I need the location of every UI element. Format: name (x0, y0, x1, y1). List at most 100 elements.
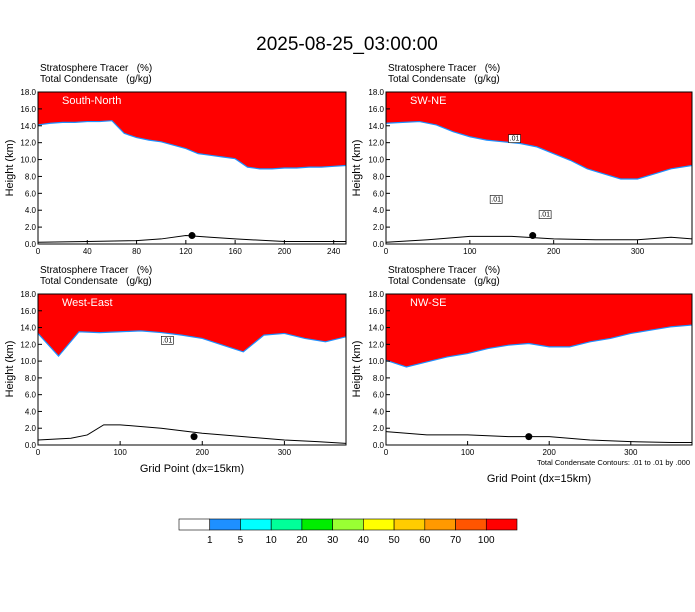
plot-frame (385, 293, 693, 446)
xtick-label: 200 (196, 448, 210, 457)
contour-label-box (489, 195, 503, 204)
ytick-label: 6.0 (373, 391, 385, 400)
xtick-label: 200 (543, 448, 557, 457)
colorbar-label: 5 (238, 535, 244, 546)
panel-we: West-East 0.0 2.0 4.0 6.0 8.0 10.0 12.0 14.0 16.0… (20, 290, 347, 457)
figure-title: 2025-08-25_03:00:00 (256, 34, 438, 55)
plot-area-nwse (386, 294, 692, 445)
xtick-label: 0 (384, 448, 389, 457)
ytick-label: 8.0 (373, 172, 385, 181)
xtick-label: 100 (461, 448, 475, 457)
ytick-label: 4.0 (373, 206, 385, 215)
xtick-label: 120 (179, 247, 193, 256)
location-marker (188, 232, 196, 240)
panel-header-sn: Stratosphere Tracer (%) Total Condensate… (40, 63, 152, 85)
colorbar-label: 50 (389, 535, 401, 546)
ytick-label: 0.0 (25, 441, 37, 450)
ytick-label: 12.0 (20, 139, 36, 148)
ytick-label: 2.0 (25, 223, 37, 232)
colorbar-swatch (301, 518, 333, 531)
contour-label-box (161, 336, 174, 345)
tracer-base-line (38, 120, 346, 170)
ytick-label: 12.0 (20, 340, 36, 349)
xtick-label: 0 (384, 247, 389, 256)
ytick-label: 6.0 (25, 391, 37, 400)
panel-label: NW-SE (410, 297, 446, 309)
ytick-label: 18.0 (368, 88, 384, 97)
xtick-label: 0 (36, 448, 41, 457)
ytick-label: 12.0 (368, 139, 384, 148)
ytick-label: 16.0 (20, 105, 36, 114)
colorbar-swatch (209, 518, 241, 531)
colorbar-swatch (393, 518, 426, 531)
ylabel-sn: Height (km) (4, 140, 16, 197)
colorbar-swatch (485, 518, 518, 531)
terrain-line (38, 235, 346, 243)
ytick-label: 8.0 (25, 374, 37, 383)
colorbar-label: 100 (478, 535, 495, 546)
colorbar-swatch (240, 518, 272, 531)
ytick-label: 16.0 (20, 307, 36, 316)
colorbar-swatch (332, 518, 364, 531)
ytick-label: 0.0 (373, 441, 385, 450)
ytick-label: 14.0 (20, 122, 36, 131)
ytick-label: 8.0 (373, 374, 385, 383)
xtick-label: 300 (631, 247, 645, 256)
ytick-label: 0.0 (373, 240, 385, 249)
colorbar-label: 30 (327, 535, 339, 546)
ytick-label: 2.0 (373, 223, 385, 232)
xtick-label: 40 (83, 247, 92, 256)
tracer-band-10 (386, 294, 692, 367)
colorbar-label: 1 (207, 535, 213, 546)
colorbar-swatch (178, 518, 211, 531)
xtick-label: 200 (547, 247, 561, 256)
plot-area-sn (38, 92, 346, 244)
panel-label: South-North (62, 95, 121, 107)
panel-nwse-series1: Stratosphere Tracer (%) (388, 265, 500, 276)
terrain-line (386, 431, 692, 443)
tracer-band-10 (38, 294, 346, 357)
plot-area-we (38, 294, 346, 445)
panel-sn-series1: Stratosphere Tracer (%) (40, 63, 152, 74)
contour-label: .01 (540, 212, 550, 219)
ytick-label: 8.0 (25, 172, 37, 181)
colorbar-swatch (363, 518, 395, 531)
panel-header-we: Stratosphere Tracer (%) Total Condensate… (40, 265, 152, 287)
xtick-label: 240 (327, 247, 341, 256)
contour-label-box (538, 210, 552, 219)
panel-nwse: NW-SE 0.0 2.0 4.0 6.0 8.0 10.0 12.0 14.0 16.0 18.0… (368, 290, 693, 457)
panel-label: West-East (62, 297, 113, 309)
ytick-label: 14.0 (368, 122, 384, 131)
panel-header-nwse: Stratosphere Tracer (%) Total Condensate… (388, 265, 500, 287)
panel-header-swne: Stratosphere Tracer (%) Total Condensate… (388, 63, 500, 85)
plot-frame (37, 293, 347, 446)
panel-we-series2: Total Condensate (g/kg) (40, 276, 152, 287)
ytick-label: 10.0 (20, 357, 36, 366)
ytick-label: 4.0 (25, 206, 37, 215)
plot-frame (385, 91, 693, 245)
ytick-label: 6.0 (25, 189, 37, 198)
colorbar-swatch (455, 518, 487, 531)
ytick-label: 10.0 (20, 156, 36, 165)
tracer-base-line (386, 324, 692, 368)
ylabel-swne: Height (km) (351, 140, 363, 197)
ytick-label: 18.0 (20, 88, 36, 97)
xtick-label: 160 (228, 247, 242, 256)
xtick-label: 0 (36, 247, 41, 256)
ytick-label: 6.0 (373, 189, 385, 198)
ytick-label: 14.0 (20, 324, 36, 333)
contour-label-box (508, 134, 521, 143)
panel-swne-series1: Stratosphere Tracer (%) (388, 63, 500, 74)
ytick-label: 10.0 (368, 357, 384, 366)
ylabel-we: Height (km) (4, 341, 16, 398)
xtick-label: 300 (278, 448, 292, 457)
plot-area-swne (386, 92, 692, 244)
colorbar-label: 20 (296, 535, 308, 546)
colorbar-label: 60 (419, 535, 431, 546)
contour-note: Total Condensate Contours: .01 to .01 by… (537, 458, 690, 467)
ytick-label: 18.0 (20, 290, 36, 299)
terrain-line (38, 424, 346, 444)
ytick-label: 14.0 (368, 324, 384, 333)
panel-sn: South-North 0.0 2.0 4.0 6.0 8.0 10.0 12.0 14.0 16… (20, 88, 347, 256)
plot-frame (37, 91, 347, 245)
